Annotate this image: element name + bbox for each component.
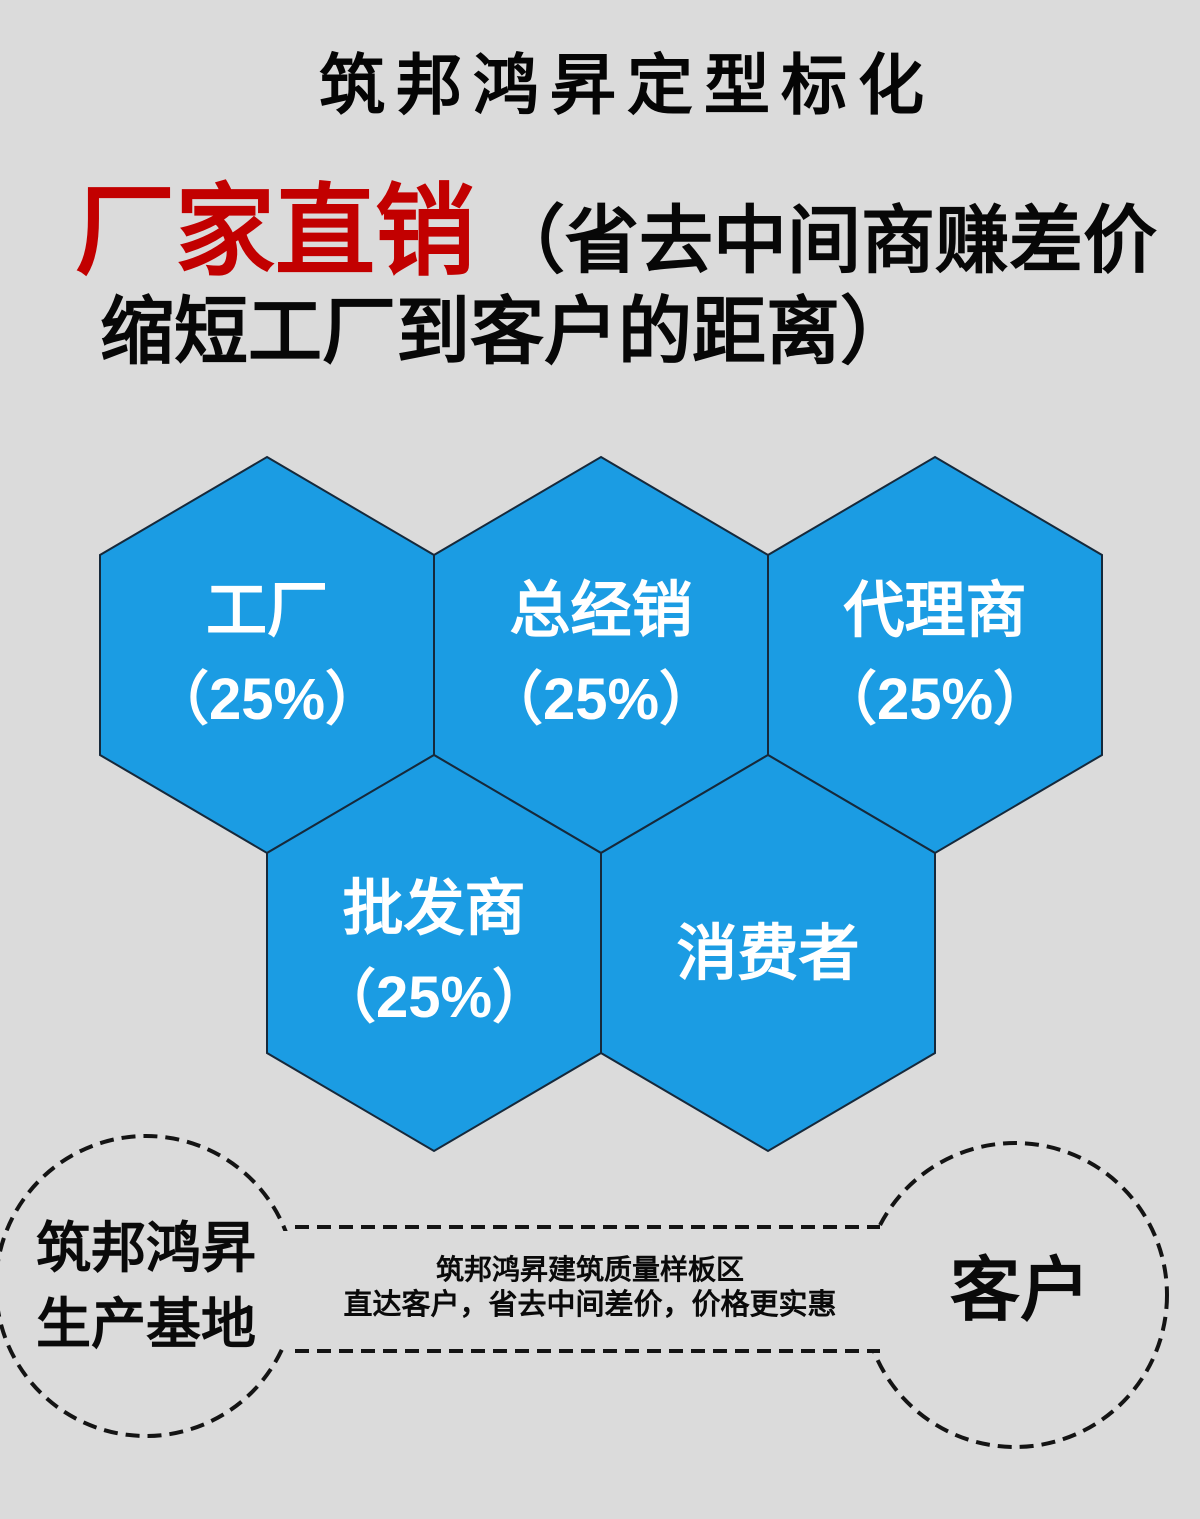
hexagon-label-general-distributor-percent: （25%） bbox=[484, 667, 718, 732]
band-line2: 直达客户，省去中间差价，价格更实惠 bbox=[343, 1289, 837, 1321]
hexagon-label-agent-percent: （25%） bbox=[818, 667, 1052, 732]
hexagon-label-general-distributor-name: 总经销 bbox=[509, 576, 693, 644]
hexagon-label-consumer: 消费者 bbox=[601, 755, 935, 1151]
headline-black-text-2: 缩短工厂到客户的距离） bbox=[100, 290, 914, 373]
band-right-opening bbox=[859, 1231, 883, 1349]
band-label: 筑邦鸿昇建筑质量样板区 直达客户，省去中间差价，价格更实惠 bbox=[290, 1253, 890, 1323]
hexagon-label-wholesaler: 批发商 （25%） bbox=[267, 755, 601, 1151]
hexagon-consumer bbox=[600, 753, 936, 1153]
hexagon-label-factory-percent: （25%） bbox=[150, 667, 384, 732]
hexagon-label-wholesaler-percent: （25%） bbox=[317, 965, 551, 1030]
hexagon-label-factory: 工厂 （25%） bbox=[100, 457, 434, 853]
hexagon-label-consumer-name: 消费者 bbox=[676, 918, 860, 987]
headline: 厂家直销 （省去中间商赚差价 缩短工厂到客户的距离） bbox=[75, 182, 1185, 372]
customer-circle bbox=[861, 1141, 1169, 1449]
hexagon-label-general-distributor: 总经销 （25%） bbox=[434, 457, 768, 853]
headline-black-text-1: （省去中间商赚差价 bbox=[491, 199, 1157, 282]
hexagon-label-wholesaler-name: 批发商 bbox=[342, 874, 526, 942]
production-base-line2: 生产基地 bbox=[35, 1293, 256, 1355]
hexagon-label-agent-name: 代理商 bbox=[843, 576, 1027, 644]
hexagon-label-agent: 代理商 （25%） bbox=[768, 457, 1102, 853]
customer-label: 客户 bbox=[950, 1251, 1090, 1329]
production-base-line1: 筑邦鸿昇 bbox=[35, 1217, 256, 1279]
band-left-opening bbox=[276, 1231, 301, 1349]
production-base-label: 筑邦鸿昇 生产基地 bbox=[6, 1210, 286, 1362]
headline-red-text: 厂家直销 bbox=[75, 176, 475, 288]
headline-line1: 厂家直销 （省去中间商赚差价 bbox=[75, 182, 1185, 286]
page-title: 筑邦鸿昇定型标化 bbox=[319, 48, 935, 122]
hexagon-label-factory-name: 工厂 bbox=[205, 576, 328, 644]
band-line1: 筑邦鸿昇建筑质量样板区 bbox=[435, 1254, 744, 1285]
